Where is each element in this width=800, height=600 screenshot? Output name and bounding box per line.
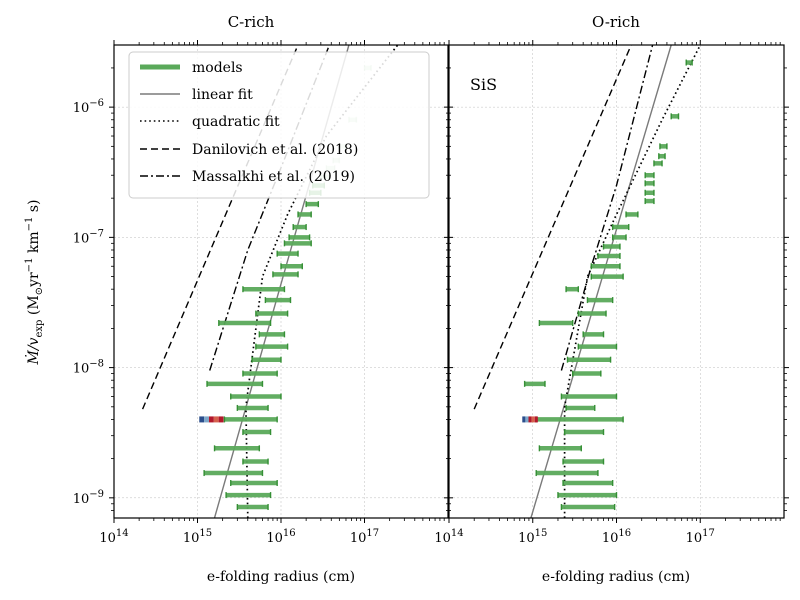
ytick-label-mantissa: 10 — [73, 362, 90, 377]
ytick-label-mantissa: 10 — [73, 101, 90, 116]
legend-label-linear: linear fit — [192, 87, 253, 103]
xtick-label-mantissa: 10 — [183, 531, 200, 546]
xtick-label-exponent: 16 — [618, 528, 631, 539]
y-label-sun: ⊙ — [34, 287, 45, 295]
fit-lines — [141, 45, 702, 518]
xtick-label-exponent: 16 — [283, 528, 296, 539]
fit-linear-o-rich — [530, 45, 672, 518]
model-bars — [199, 59, 693, 511]
xtick-label-mantissa: 10 — [434, 531, 451, 546]
y-label-main: /v — [26, 337, 42, 352]
xtick-label-exponent: 14 — [451, 528, 464, 539]
xtick-label-mantissa: 10 — [686, 531, 703, 546]
color-strip-c-rich-3 — [213, 416, 219, 423]
xtick-label-exponent: 17 — [702, 528, 715, 539]
ytick-label-mantissa: 10 — [73, 492, 90, 507]
legend-box — [128, 51, 430, 199]
xtick-label-exponent: 15 — [199, 528, 212, 539]
ytick-label-exponent: −8 — [89, 359, 104, 370]
y-label-close: s) — [26, 199, 42, 216]
color-strip-c-rich-4 — [218, 416, 224, 423]
x-axis-label-c-rich: e-folding radius (cm) — [207, 569, 355, 585]
color-strip-o-rich-2 — [528, 416, 532, 423]
ytick-label-exponent: −6 — [89, 98, 104, 109]
xtick-label-c-rich: 1016 — [266, 528, 295, 546]
fit-quadratic-o-rich — [563, 45, 702, 518]
color-strip-c-rich-2 — [208, 416, 214, 423]
color-strip-o-rich-3 — [531, 416, 535, 423]
axes-frame-c-rich — [113, 44, 449, 519]
y-label-exp2: −1 — [24, 217, 35, 232]
y-axis-label: Ṁ/vexp (M⊙yr−1 km−1 s) — [24, 199, 45, 365]
panel-title-c-rich: C-rich — [228, 13, 275, 31]
ytick-label: 10−8 — [73, 359, 104, 377]
color-strip-o-rich-4 — [534, 416, 538, 423]
y-label-exp1: −1 — [24, 258, 35, 273]
ytick-label: 10−6 — [73, 98, 104, 116]
xtick-label-mantissa: 10 — [99, 531, 116, 546]
y-label-units-open: (M — [26, 295, 42, 319]
y-label-sub: exp — [34, 320, 45, 338]
axes-frame-o-rich — [448, 44, 785, 519]
ytick-label-exponent: −7 — [89, 228, 104, 239]
legend-label-models: models — [192, 60, 243, 76]
xtick-label-o-rich: 1017 — [686, 528, 715, 546]
legend: models linear fit quadratic fit Danilovi… — [128, 51, 430, 199]
xtick-label-o-rich: 1015 — [518, 528, 547, 546]
legend-label-quadratic: quadratic fit — [192, 114, 280, 130]
color-strip-o-rich-1 — [525, 416, 529, 423]
molecule-label: SiS — [470, 75, 497, 94]
xtick-label-exponent: 15 — [535, 528, 548, 539]
y-label-yr: yr — [26, 272, 42, 288]
color-strip-c-rich-0 — [199, 416, 205, 423]
fit-quadratic-c-rich — [245, 45, 399, 518]
y-label-mdot: Ṁ — [24, 350, 42, 366]
xtick-label-exponent: 14 — [116, 528, 129, 539]
xtick-label-c-rich: 1014 — [99, 528, 128, 546]
legend-label-massalkhi: Massalkhi et al. (2019) — [192, 169, 355, 185]
xtick-label-exponent: 17 — [366, 528, 379, 539]
color-strip-o-rich-0 — [522, 416, 526, 423]
fits-o-rich — [473, 45, 702, 518]
fit-massalkhi-o-rich — [560, 45, 654, 371]
ytick-label-exponent: −9 — [89, 489, 104, 500]
ytick-label-mantissa: 10 — [73, 231, 90, 246]
panel-title-o-rich: O-rich — [592, 13, 640, 31]
xtick-label-mantissa: 10 — [350, 531, 367, 546]
y-label-km: km — [26, 231, 42, 257]
x-axis-label-o-rich: e-folding radius (cm) — [542, 569, 690, 585]
xtick-label-o-rich: 1016 — [602, 528, 631, 546]
xtick-label-c-rich: 1017 — [350, 528, 379, 546]
color-strip-c-rich-1 — [204, 416, 209, 423]
ytick-label: 10−9 — [73, 489, 104, 507]
xtick-label-mantissa: 10 — [602, 531, 619, 546]
ytick-label: 10−7 — [73, 228, 104, 246]
xtick-label-c-rich: 1015 — [183, 528, 212, 546]
xtick-label-mantissa: 10 — [266, 531, 283, 546]
fit-danilovich-o-rich — [473, 45, 632, 410]
xtick-label-mantissa: 10 — [518, 531, 535, 546]
xtick-label-o-rich: 1014 — [434, 528, 463, 546]
legend-label-danilovich: Danilovich et al. (2018) — [192, 142, 358, 158]
